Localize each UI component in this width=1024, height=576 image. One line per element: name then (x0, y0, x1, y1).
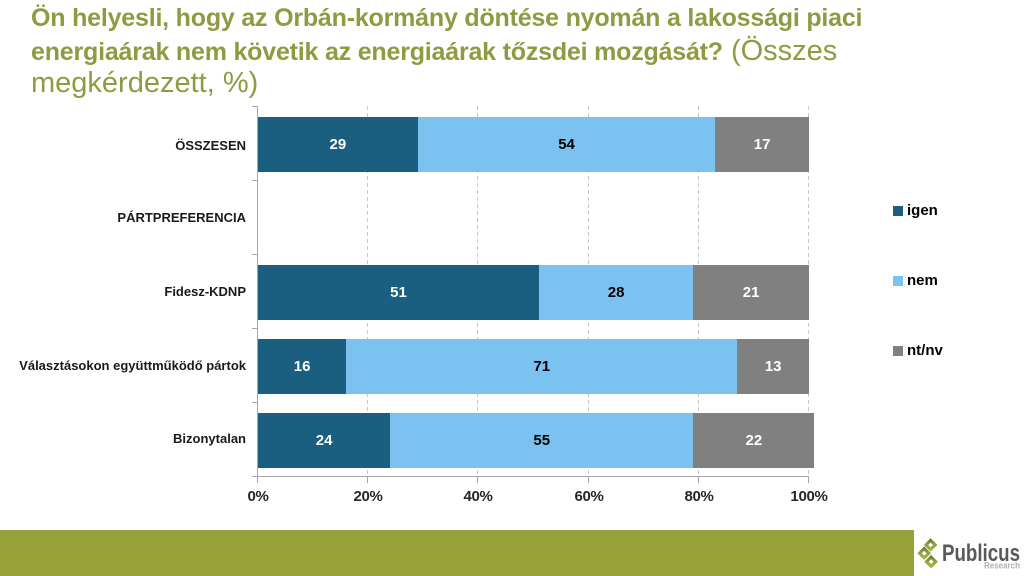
svg-text:Publicus: Publicus (942, 540, 1020, 567)
svg-text:Research: Research (984, 561, 1020, 571)
